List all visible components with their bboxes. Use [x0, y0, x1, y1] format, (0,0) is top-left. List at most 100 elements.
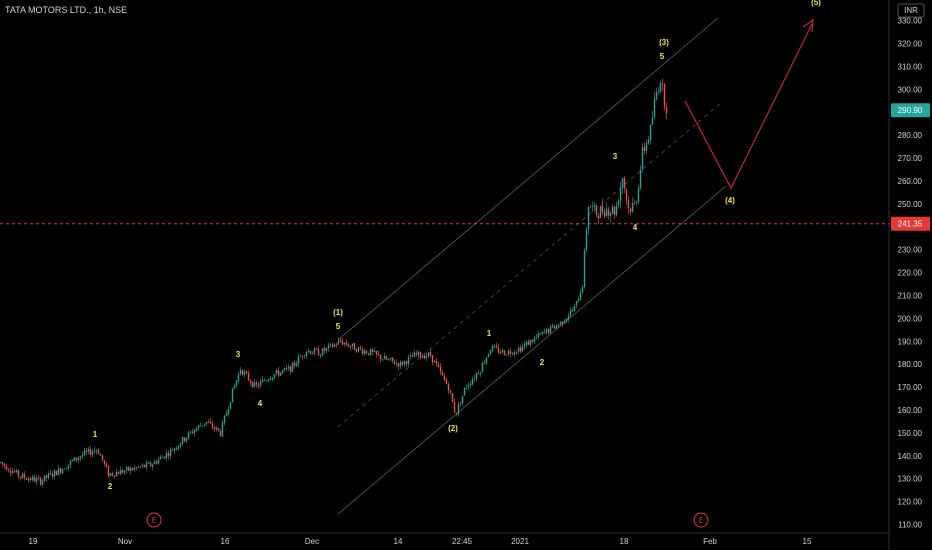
currency-badge[interactable]: [897, 3, 925, 18]
y-tick-label: 280.00: [898, 131, 923, 140]
channel-lower-line[interactable]: [337, 185, 727, 515]
candle-body: [171, 450, 174, 451]
candle-body: [5, 465, 8, 470]
candle-body: [371, 349, 374, 353]
candle-body: [17, 470, 20, 477]
wave-label: 3: [613, 152, 618, 161]
candle-body: [65, 468, 68, 470]
candle-body: [515, 352, 518, 354]
candle-body: [569, 310, 572, 316]
candle-body: [197, 425, 200, 428]
candle-body: [105, 464, 108, 467]
candle-body: [617, 201, 620, 206]
wave-projection-path[interactable]: [684, 18, 814, 190]
candle-body: [169, 449, 172, 456]
candle-body: [401, 361, 404, 365]
candle-body: [641, 147, 644, 169]
candle-body: [163, 456, 166, 459]
candle-body: [91, 451, 94, 455]
candle-body: [625, 189, 628, 201]
candle-body: [215, 427, 218, 430]
candle-body: [643, 146, 646, 151]
wave-label: (2): [448, 424, 458, 433]
candle-body: [211, 423, 214, 428]
candle-body: [333, 344, 336, 347]
candle-body: [297, 356, 300, 365]
candle-body: [227, 408, 230, 414]
event-marker-label: E: [699, 518, 704, 525]
candle-body: [75, 457, 78, 460]
candle-body: [125, 467, 128, 471]
time-axis[interactable]: 19 Nov 16 Dec 14 22:45 2021 18 Feb 15: [0, 532, 889, 546]
candle-body: [395, 363, 398, 364]
candle-body: [103, 460, 106, 464]
candle-body: [243, 371, 246, 375]
candle-body: [405, 361, 408, 365]
candle-body: [165, 452, 168, 459]
candle-body: [599, 206, 602, 219]
channel-mid-line[interactable]: [337, 101, 723, 428]
candle-body: [621, 178, 624, 188]
candle-body: [453, 401, 456, 413]
projection-line[interactable]: [684, 23, 813, 190]
candle-body: [645, 142, 648, 152]
earnings-event-marker[interactable]: E: [146, 512, 162, 528]
candle-body: [631, 202, 634, 212]
candle-body: [379, 354, 382, 360]
y-tick-label: 150.00: [898, 429, 923, 438]
candle-body: [277, 370, 280, 376]
y-tick-label: 180.00: [898, 360, 923, 369]
candle-body: [255, 382, 258, 385]
candle-body: [73, 457, 76, 461]
candle-body: [469, 383, 472, 386]
price-tags: 290.90 241.35: [891, 103, 930, 231]
earnings-event-marker[interactable]: E: [693, 512, 709, 528]
candle-body: [471, 379, 474, 385]
candle-body: [99, 454, 102, 456]
candle-body: [139, 466, 142, 468]
candle-body: [607, 209, 610, 216]
candle-body: [459, 403, 462, 405]
candle-body: [285, 368, 288, 369]
candle-body: [361, 349, 364, 354]
candle-body: [101, 454, 104, 461]
candle-body: [575, 301, 578, 306]
candle-body: [9, 471, 12, 473]
price-channel[interactable]: [337, 17, 727, 515]
candle-body: [27, 478, 30, 481]
candle-body: [95, 450, 98, 452]
y-tick-label: 110.00: [898, 521, 922, 530]
candle-body: [587, 206, 590, 230]
candle-body: [207, 421, 210, 423]
candle-body: [185, 437, 188, 442]
candle-body: [295, 363, 298, 367]
candle-body: [411, 355, 414, 357]
x-tick-label: Nov: [118, 537, 132, 546]
wave-label: 4: [633, 223, 638, 232]
channel-upper-line[interactable]: [337, 17, 719, 341]
candle-body: [23, 473, 26, 479]
candle-body: [555, 325, 558, 329]
candle-body: [39, 477, 42, 485]
candle-body: [87, 448, 90, 452]
candle-body: [129, 467, 132, 472]
candle-body: [639, 169, 642, 188]
y-tick-label: 160.00: [898, 406, 923, 415]
price-tag-label: 241.35: [898, 220, 923, 229]
candle-body: [257, 384, 260, 387]
candle-body: [83, 450, 86, 456]
candle-body: [523, 344, 526, 347]
x-tick-label: 15: [803, 537, 812, 546]
wave-label: 4: [258, 399, 263, 408]
candle-body: [507, 350, 510, 355]
candle-body: [11, 471, 14, 474]
candle-body: [549, 326, 552, 334]
candle-body: [79, 456, 82, 459]
candle-body: [205, 421, 208, 424]
candle-body: [33, 477, 36, 482]
candle-body: [409, 355, 412, 357]
x-tick-label: 16: [221, 537, 230, 546]
x-tick-labels: 19 Nov 16 Dec 14 22:45 2021 18 Feb 15: [29, 537, 812, 546]
